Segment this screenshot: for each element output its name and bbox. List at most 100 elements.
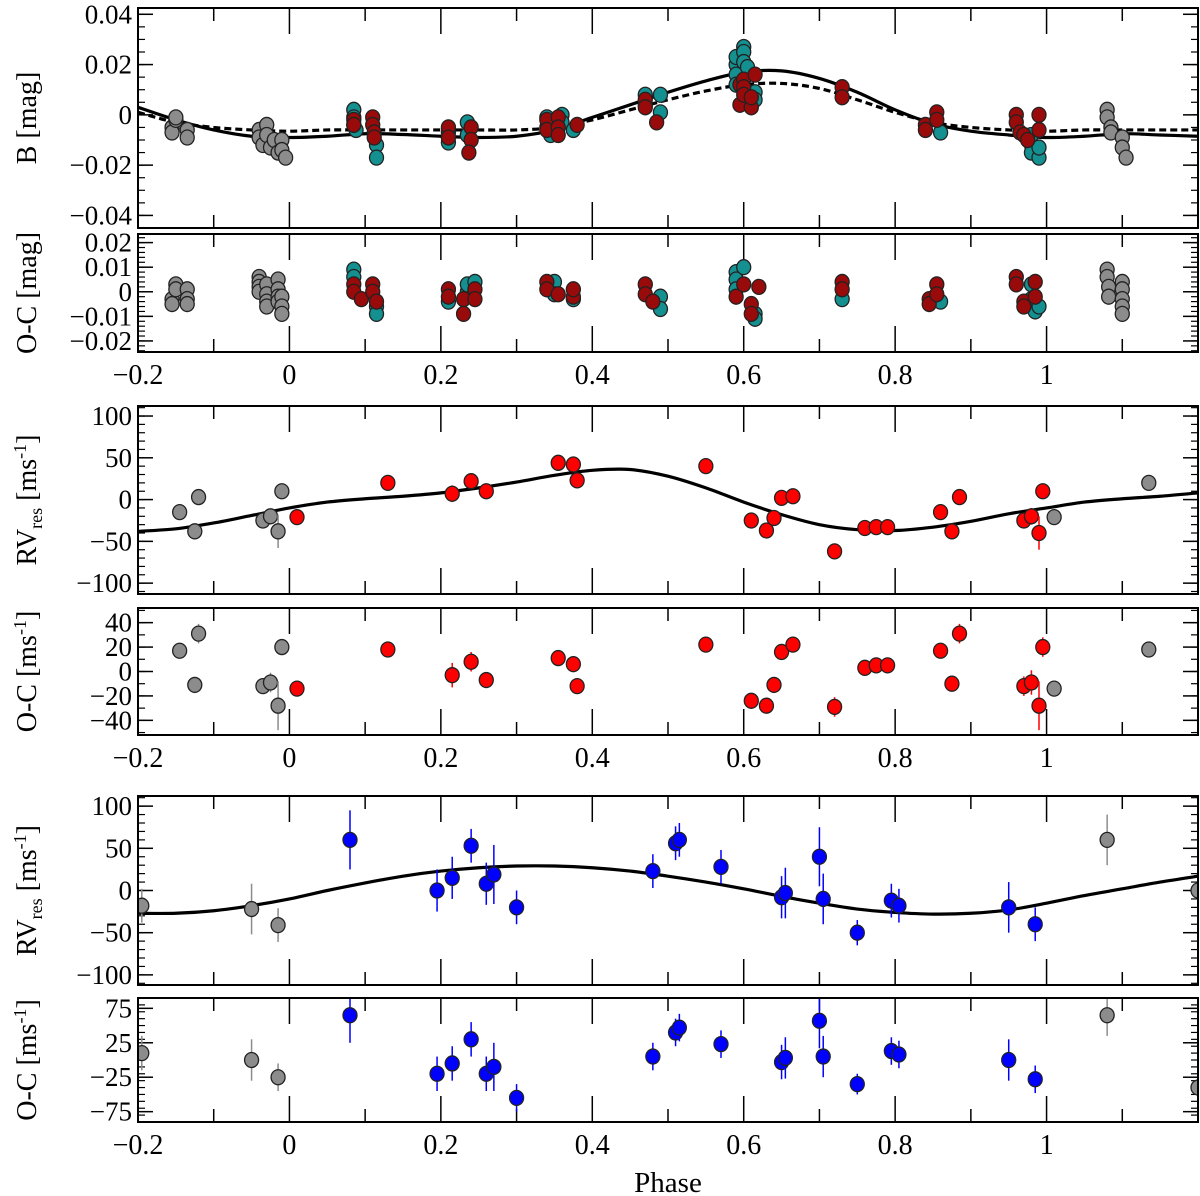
plot-area — [138, 998, 1198, 1112]
data-point-gray — [1099, 1007, 1115, 1024]
y-tick-label: −100 — [76, 568, 132, 598]
data-point-red — [1023, 674, 1040, 691]
data-point-darkred — [455, 305, 472, 323]
y-tick-label: 0 — [119, 100, 133, 130]
data-point-gray — [179, 295, 195, 313]
data-point-gray — [187, 676, 203, 694]
y-label-unit-close: ] — [12, 825, 43, 834]
data-point-gray — [262, 674, 279, 691]
data-point-red — [698, 636, 714, 653]
data-point-gray — [187, 523, 203, 540]
data-point-darkred — [1027, 288, 1043, 305]
series-darkred — [346, 268, 1043, 323]
y-tick-label: −100 — [76, 960, 132, 990]
data-point-red — [565, 656, 582, 673]
y-label-main: O-C — [12, 684, 43, 732]
data-point-darkred — [1031, 121, 1047, 139]
data-point-red — [944, 675, 960, 692]
series-gray — [171, 474, 1157, 549]
data-point-darkred — [569, 116, 585, 134]
data-point-blue — [645, 1048, 661, 1065]
series-gray — [164, 101, 1134, 166]
data-point-blue — [811, 1012, 828, 1029]
series-gray — [164, 261, 1130, 323]
data-point-red — [289, 508, 305, 526]
y-label-sup: -1 — [10, 620, 30, 635]
x-tick-label: 0.4 — [575, 743, 610, 774]
data-point-red — [743, 692, 759, 709]
data-point-blue — [849, 1075, 865, 1093]
y-tick-label: 0 — [119, 657, 133, 687]
data-point-blue — [486, 1058, 502, 1076]
x-tick-label: 0.2 — [423, 743, 458, 774]
data-point-teal — [736, 259, 752, 276]
data-point-gray — [164, 295, 180, 313]
data-point-teal — [652, 86, 669, 103]
x-tick-label: 0 — [282, 743, 296, 774]
x-tick-label: 0.6 — [726, 1130, 761, 1161]
data-point-blue — [815, 1048, 831, 1065]
data-point-blue — [444, 869, 460, 886]
data-point-darkred — [743, 305, 759, 323]
data-point-red — [951, 488, 968, 506]
data-point-blue — [1001, 899, 1017, 916]
x-tick-label: 0.8 — [878, 1130, 913, 1161]
x-tick-label: 0 — [282, 1130, 296, 1161]
data-point-blue — [463, 1031, 479, 1048]
data-point-blue — [342, 1007, 358, 1024]
data-point-blue — [645, 862, 661, 880]
series-red — [289, 454, 1051, 560]
data-point-gray — [1141, 641, 1157, 658]
x-tick-label: 1 — [1040, 1130, 1054, 1161]
data-point-darkred — [648, 114, 665, 131]
series-gray — [138, 814, 1198, 942]
x-tick-label: 0.2 — [423, 360, 458, 391]
data-point-gray — [270, 697, 286, 714]
y-label-sup: -1 — [10, 444, 30, 459]
data-point-darkred — [440, 129, 457, 146]
y-tick-label: 0.02 — [85, 50, 132, 80]
data-point-red — [463, 653, 479, 670]
data-point-blue — [671, 1019, 688, 1036]
data-point-blue — [1027, 1071, 1043, 1088]
series-gray — [171, 623, 1157, 731]
y-tick-label: −50 — [90, 918, 132, 948]
y-label-main: O-C — [12, 1073, 43, 1121]
data-point-gray — [168, 109, 184, 126]
data-point-red — [698, 458, 714, 475]
panel-frame — [137, 997, 1199, 1123]
data-point-red — [766, 676, 782, 694]
data-point-blue — [508, 899, 525, 916]
y-tick-label: 75 — [105, 993, 132, 1023]
x-tick-label: 0.6 — [726, 360, 761, 391]
data-point-red — [826, 698, 843, 716]
data-point-gray — [138, 1044, 150, 1062]
x-tick-label: 0.8 — [878, 360, 913, 391]
series-red — [289, 623, 1051, 731]
data-point-red — [743, 512, 759, 529]
y-label-unit-open: [ms — [12, 1024, 43, 1073]
data-point-red — [444, 485, 460, 502]
data-point-blue — [713, 858, 729, 876]
y-label-main: O-C [mag] — [12, 232, 43, 354]
data-point-gray — [179, 129, 195, 146]
y-tick-label: 0 — [119, 876, 133, 906]
y-tick-label: −0.04 — [70, 200, 133, 230]
data-point-gray — [274, 305, 290, 323]
data-point-gray — [262, 508, 279, 525]
y-axis-label: O-C [ms-1] — [10, 611, 43, 733]
y-tick-label: −20 — [90, 681, 132, 711]
data-point-red — [951, 625, 968, 642]
data-point-blue — [777, 884, 794, 902]
x-tick-label: 0.6 — [726, 743, 761, 774]
y-axis-label: B [mag] — [12, 72, 43, 165]
plot-area — [164, 259, 1130, 327]
series-teal — [346, 259, 1047, 327]
data-point-darkred — [834, 89, 850, 106]
data-point-red — [932, 642, 949, 659]
data-point-red — [932, 503, 949, 521]
data-point-gray — [190, 488, 207, 506]
data-point-red — [766, 509, 782, 527]
y-label-unit-open: [ms — [12, 635, 43, 684]
